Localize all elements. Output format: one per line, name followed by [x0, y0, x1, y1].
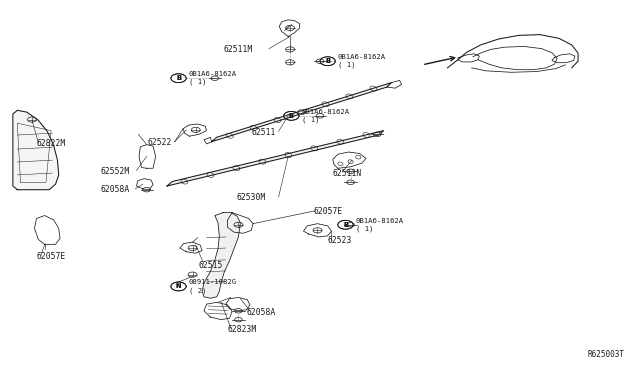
Text: B: B	[176, 75, 181, 81]
Text: 62515: 62515	[199, 261, 223, 270]
Text: 62552M: 62552M	[101, 167, 130, 176]
Text: 62058A: 62058A	[101, 185, 130, 194]
Text: 0B1A6-8162A
( 1): 0B1A6-8162A ( 1)	[189, 71, 237, 86]
Text: 0B1A6-8162A
( 1): 0B1A6-8162A ( 1)	[338, 54, 386, 68]
Text: 62058A: 62058A	[246, 308, 276, 317]
Text: B: B	[289, 113, 294, 119]
Text: 0B1A6-8162A
( 1): 0B1A6-8162A ( 1)	[356, 218, 404, 232]
Polygon shape	[212, 83, 392, 142]
Text: R625003T: R625003T	[588, 350, 625, 359]
Polygon shape	[13, 110, 59, 190]
Text: 62823M: 62823M	[228, 325, 257, 334]
Text: B: B	[176, 75, 181, 81]
Text: 0B1A6-8162A
( 1): 0B1A6-8162A ( 1)	[301, 109, 349, 123]
Text: 62822M: 62822M	[36, 139, 66, 148]
Text: 08911-1082G
( 2): 08911-1082G ( 2)	[189, 279, 237, 294]
Text: 62057E: 62057E	[36, 252, 66, 262]
Text: B: B	[343, 222, 348, 228]
Text: N: N	[176, 283, 181, 289]
Text: B: B	[343, 222, 348, 228]
Text: 62522: 62522	[148, 138, 172, 147]
Text: 62511: 62511	[251, 128, 275, 137]
Text: 62523: 62523	[328, 236, 352, 245]
Text: B: B	[325, 58, 330, 64]
Text: 62530M: 62530M	[237, 193, 266, 202]
Text: 62057E: 62057E	[314, 207, 343, 217]
Text: B: B	[325, 58, 330, 64]
Polygon shape	[202, 212, 241, 298]
Text: 62511M: 62511M	[224, 45, 253, 54]
Text: B: B	[289, 113, 294, 119]
Text: N: N	[176, 283, 181, 289]
Text: 62511N: 62511N	[333, 169, 362, 177]
Polygon shape	[167, 131, 384, 186]
